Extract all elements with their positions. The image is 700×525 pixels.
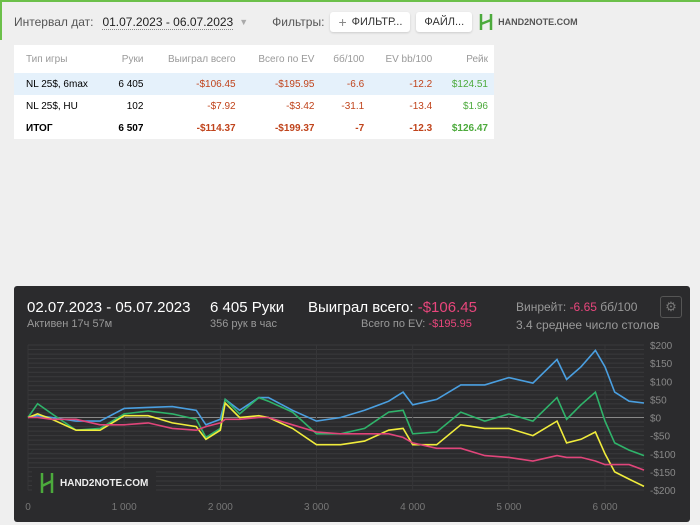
cell: NL 25$, HU: [26, 100, 78, 112]
top-border: [0, 0, 700, 2]
cell: -6.6: [346, 78, 365, 90]
hands-count: 6 405 Руки: [210, 299, 285, 316]
filter-button[interactable]: + ФИЛЬТР...: [330, 12, 411, 32]
y-tick-label: $0: [650, 414, 662, 425]
hands-per-hour: 356 рук в час: [210, 318, 278, 330]
filter-button-label: ФИЛЬТР...: [351, 16, 403, 28]
cell: 6 507: [118, 122, 144, 134]
cell: -$106.45: [196, 78, 236, 90]
table-row[interactable]: NL 25$, HU 102 -$7.92 -$3.42 -31.1 -13.4 $1.96: [14, 95, 494, 117]
cell: 6 405: [118, 78, 144, 90]
y-tick-label: -$150: [650, 468, 676, 479]
cell: -12.2: [409, 78, 433, 90]
cell: -$199.37: [274, 122, 315, 134]
y-tick-label: -$200: [650, 486, 676, 497]
date-interval-select[interactable]: 01.07.2023 - 06.07.2023: [102, 14, 234, 30]
logo-text: HAND2NOTE.COM: [498, 17, 578, 27]
cell: $124.51: [451, 78, 488, 90]
x-tick-label: 1 000: [112, 502, 137, 513]
logo-icon: [40, 473, 54, 493]
chart-watermark-logo: HAND2NOTE.COM: [32, 469, 157, 497]
col-bb100[interactable]: бб/100: [333, 53, 365, 65]
y-tick-label: $200: [650, 341, 673, 352]
cell: -31.1: [341, 100, 365, 112]
cell: -12.3: [409, 122, 433, 134]
x-tick-label: 3 000: [304, 502, 329, 513]
cell: -7: [355, 122, 365, 134]
y-tick-label: -$50: [650, 432, 670, 443]
ev-label: Всего по EV:: [361, 318, 426, 330]
logo-icon: [479, 14, 493, 30]
cell: -13.4: [409, 100, 433, 112]
table-header: Тип игры Руки Выиграл всего Всего по EV бб/1…: [14, 45, 494, 73]
toolbar: Интервал дат: 01.07.2023 - 06.07.2023 ▼ …: [14, 12, 578, 32]
cell: $1.96: [462, 100, 488, 112]
x-tick-label: 6 000: [593, 502, 618, 513]
gear-icon[interactable]: ⚙: [660, 296, 682, 318]
y-tick-label: $50: [650, 395, 667, 406]
col-ev-bb100[interactable]: EV bb/100: [385, 53, 433, 65]
file-button[interactable]: ФАЙЛ...: [416, 12, 473, 32]
plus-icon: +: [338, 13, 347, 30]
logo-text: HAND2NOTE.COM: [60, 477, 149, 489]
left-border: [0, 0, 2, 40]
cell: -$7.92: [207, 100, 236, 112]
winrate-value: -6.65: [569, 300, 597, 314]
series-line-blue: [27, 349, 645, 426]
filters-label: Фильтры:: [272, 15, 325, 29]
cell: $126.47: [451, 122, 488, 134]
y-tick-label: $150: [650, 359, 673, 370]
col-game-type[interactable]: Тип игры: [26, 53, 68, 65]
cell: ИТОГ: [26, 122, 53, 134]
x-tick-label: 5 000: [496, 502, 521, 513]
won-label: Выиграл всего:: [308, 299, 414, 316]
y-tick-label: $100: [650, 377, 673, 388]
series-line-pink: [28, 416, 645, 471]
x-tick-label: 2 000: [208, 502, 233, 513]
interval-label: Интервал дат:: [14, 15, 94, 29]
series-line-yellow: [27, 401, 645, 488]
graph-panel: 02.07.2023 - 05.07.2023 Активен 17ч 57м …: [14, 286, 690, 522]
col-ev[interactable]: Всего по EV: [258, 53, 315, 65]
cell: -$3.42: [286, 100, 315, 112]
cell: NL 25$, 6max: [26, 78, 88, 90]
x-tick-label: 4 000: [400, 502, 425, 513]
winrate-unit: бб/100: [600, 300, 638, 314]
won-value: -$106.45: [417, 299, 477, 316]
table-row[interactable]: NL 25$, 6max 6 405 -$106.45 -$195.95 -6.6 -12…: [14, 73, 494, 95]
ev-value: -$195.95: [428, 318, 472, 330]
total-row: ИТОГ 6 507 -$114.37 -$199.37 -7 -12.3 $126.47: [14, 117, 494, 139]
winrate-label: Винрейт:: [516, 300, 567, 314]
y-tick-label: -$100: [650, 450, 676, 461]
chevron-down-icon[interactable]: ▼: [239, 17, 249, 27]
hand2note-logo: HAND2NOTE.COM: [478, 13, 578, 31]
x-tick-label: 0: [25, 502, 31, 513]
active-time: Активен 17ч 57м: [27, 318, 113, 330]
results-table: Тип игры Руки Выиграл всего Всего по EV бб/1…: [14, 45, 494, 139]
col-won[interactable]: Выиграл всего: [168, 53, 236, 65]
cell: 102: [126, 100, 144, 112]
avg-tables: 3.4 среднее число столов: [516, 318, 660, 332]
cell: -$195.95: [274, 78, 315, 90]
cell: -$114.37: [196, 122, 236, 134]
col-rake[interactable]: Рейк: [466, 53, 488, 65]
col-hands[interactable]: Руки: [121, 53, 144, 65]
panel-dates: 02.07.2023 - 05.07.2023: [27, 299, 191, 316]
